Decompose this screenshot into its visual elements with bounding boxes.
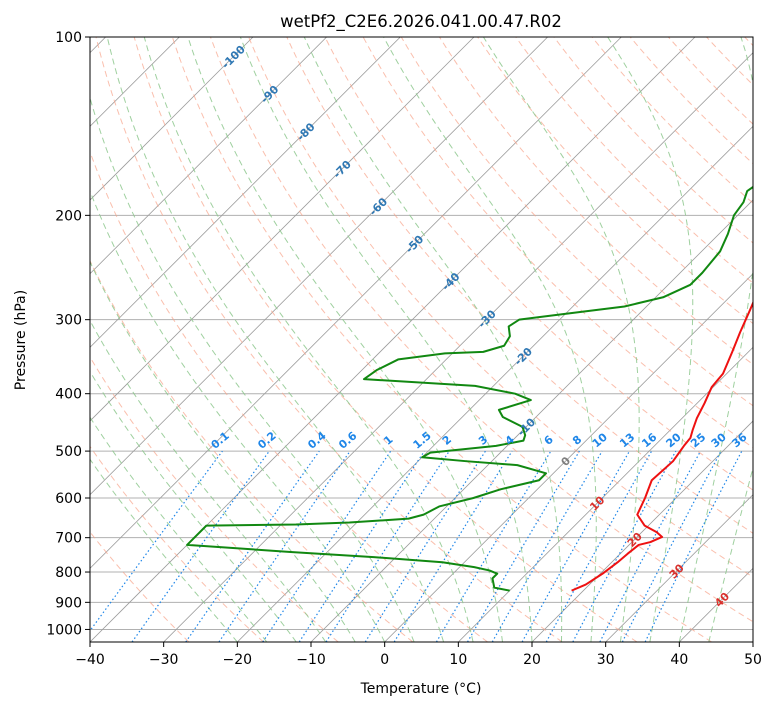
- moist-adiabat-line: [143, 37, 474, 642]
- x-tick-label: −10: [296, 652, 326, 668]
- mixing-ratio-line: [325, 450, 450, 642]
- mixing-ratio-line: [218, 450, 351, 642]
- mixing-ratio-line: [298, 450, 425, 642]
- isotherm-line: [605, 494, 753, 642]
- isotherm-line: [90, 37, 327, 275]
- moist-adiabat-line: [187, 37, 504, 642]
- y-tick-label: 800: [55, 565, 82, 581]
- moist-adiabat-line: [90, 370, 297, 642]
- isotherm-line: [384, 273, 753, 642]
- x-tick-label: 0: [380, 652, 389, 668]
- y-tick-label: 600: [55, 491, 82, 507]
- moist-adiabat-line: [90, 260, 356, 642]
- dry-adiabat-line: [90, 259, 414, 642]
- x-tick-label: 40: [670, 652, 688, 668]
- x-tick-label: −20: [223, 652, 253, 668]
- moist-adiabat-line: [90, 458, 238, 642]
- mixing-ratio-line: [131, 450, 270, 642]
- moist-adiabat-line: [482, 37, 640, 642]
- mixing-ratio-line: [262, 450, 392, 642]
- axes-layer: −40 −30 −20 −10 0 10 20 30 40 50 100 200 300 400 500 60…: [46, 30, 762, 668]
- y-tick-label: 100: [55, 30, 82, 46]
- isotherm-line: [90, 37, 548, 496]
- moist-adiabat-line: [678, 37, 753, 642]
- plot-frame: [89, 36, 754, 643]
- x-tick-label: 10: [449, 652, 467, 668]
- y-tick-label: 500: [55, 444, 82, 460]
- mixing-ratio-line: [90, 450, 223, 632]
- mixing-ratio-line: [644, 450, 743, 642]
- dry-adiabat-line: [591, 37, 753, 204]
- moist-adiabat-line: [239, 37, 533, 642]
- isotherm-line: [90, 37, 401, 348]
- plot-background: [90, 37, 753, 642]
- dry-adiabat-line: [400, 37, 753, 407]
- y-tick-label: 900: [55, 595, 82, 611]
- dry-adiabat-line: [171, 37, 712, 642]
- isotherm-line: [90, 37, 475, 422]
- grid-layer: [90, 37, 753, 642]
- dry-adiabat-line: [133, 37, 638, 642]
- moist-adiabat-line: [106, 37, 445, 642]
- moist-adiabat-line: [90, 189, 386, 642]
- temperature-profile-line: [571, 300, 753, 592]
- dry-adiabat-line: [95, 37, 563, 642]
- mixing-ratio-line: [521, 450, 631, 642]
- y-axis-title: Pressure (hPa): [13, 290, 29, 390]
- dry-adiabat-line: [477, 37, 753, 325]
- isotherm-line: [458, 346, 753, 642]
- background-lines-layer: [90, 37, 753, 642]
- mixing-ratio-line: [545, 450, 653, 642]
- isotherm-line: [90, 37, 622, 569]
- isotherm-line: [163, 52, 753, 642]
- moist-adiabat-line: [383, 37, 597, 642]
- y-tick-label: 1000: [46, 622, 82, 638]
- dry-adiabat-line: [248, 37, 753, 578]
- moist-adiabat-line: [303, 37, 563, 642]
- dry-adiabat-line: [629, 37, 753, 165]
- mixing-ratio-line: [185, 450, 320, 642]
- isotherm-line: [90, 37, 254, 201]
- dry-adiabat-line: [362, 37, 753, 449]
- x-tick-label: 30: [597, 652, 615, 668]
- y-tick-label: 700: [55, 531, 82, 547]
- moist-adiabat-line: [90, 319, 327, 642]
- x-axis-title: Temperature (°C): [360, 681, 482, 697]
- x-tick-label: −40: [75, 652, 105, 668]
- y-tick-label: 300: [55, 313, 82, 329]
- dry-adiabat-line: [324, 37, 753, 491]
- moist-adiabat-line: [708, 466, 753, 642]
- x-tick-label: 20: [523, 652, 541, 668]
- isotherm-line: [237, 125, 753, 642]
- dry-adiabat-line: [90, 445, 264, 642]
- dry-adiabat-line: [515, 37, 753, 284]
- chart-title: wetPf2_C2E6.2026.041.00.47.R02: [280, 12, 562, 32]
- moist-adiabat-line: [607, 37, 694, 642]
- dewpoint-profile-line: [186, 185, 753, 592]
- isotherm-line: [531, 420, 753, 642]
- x-tick-label: 50: [744, 652, 762, 668]
- moist-adiabat-line: [90, 96, 415, 642]
- dry-adiabat-line: [210, 37, 753, 623]
- moist-adiabat-line: [90, 416, 268, 642]
- series-layer: [186, 185, 753, 592]
- y-tick-label: 400: [55, 387, 82, 403]
- x-tick-label: −30: [149, 652, 179, 668]
- y-tick-label: 200: [55, 208, 82, 224]
